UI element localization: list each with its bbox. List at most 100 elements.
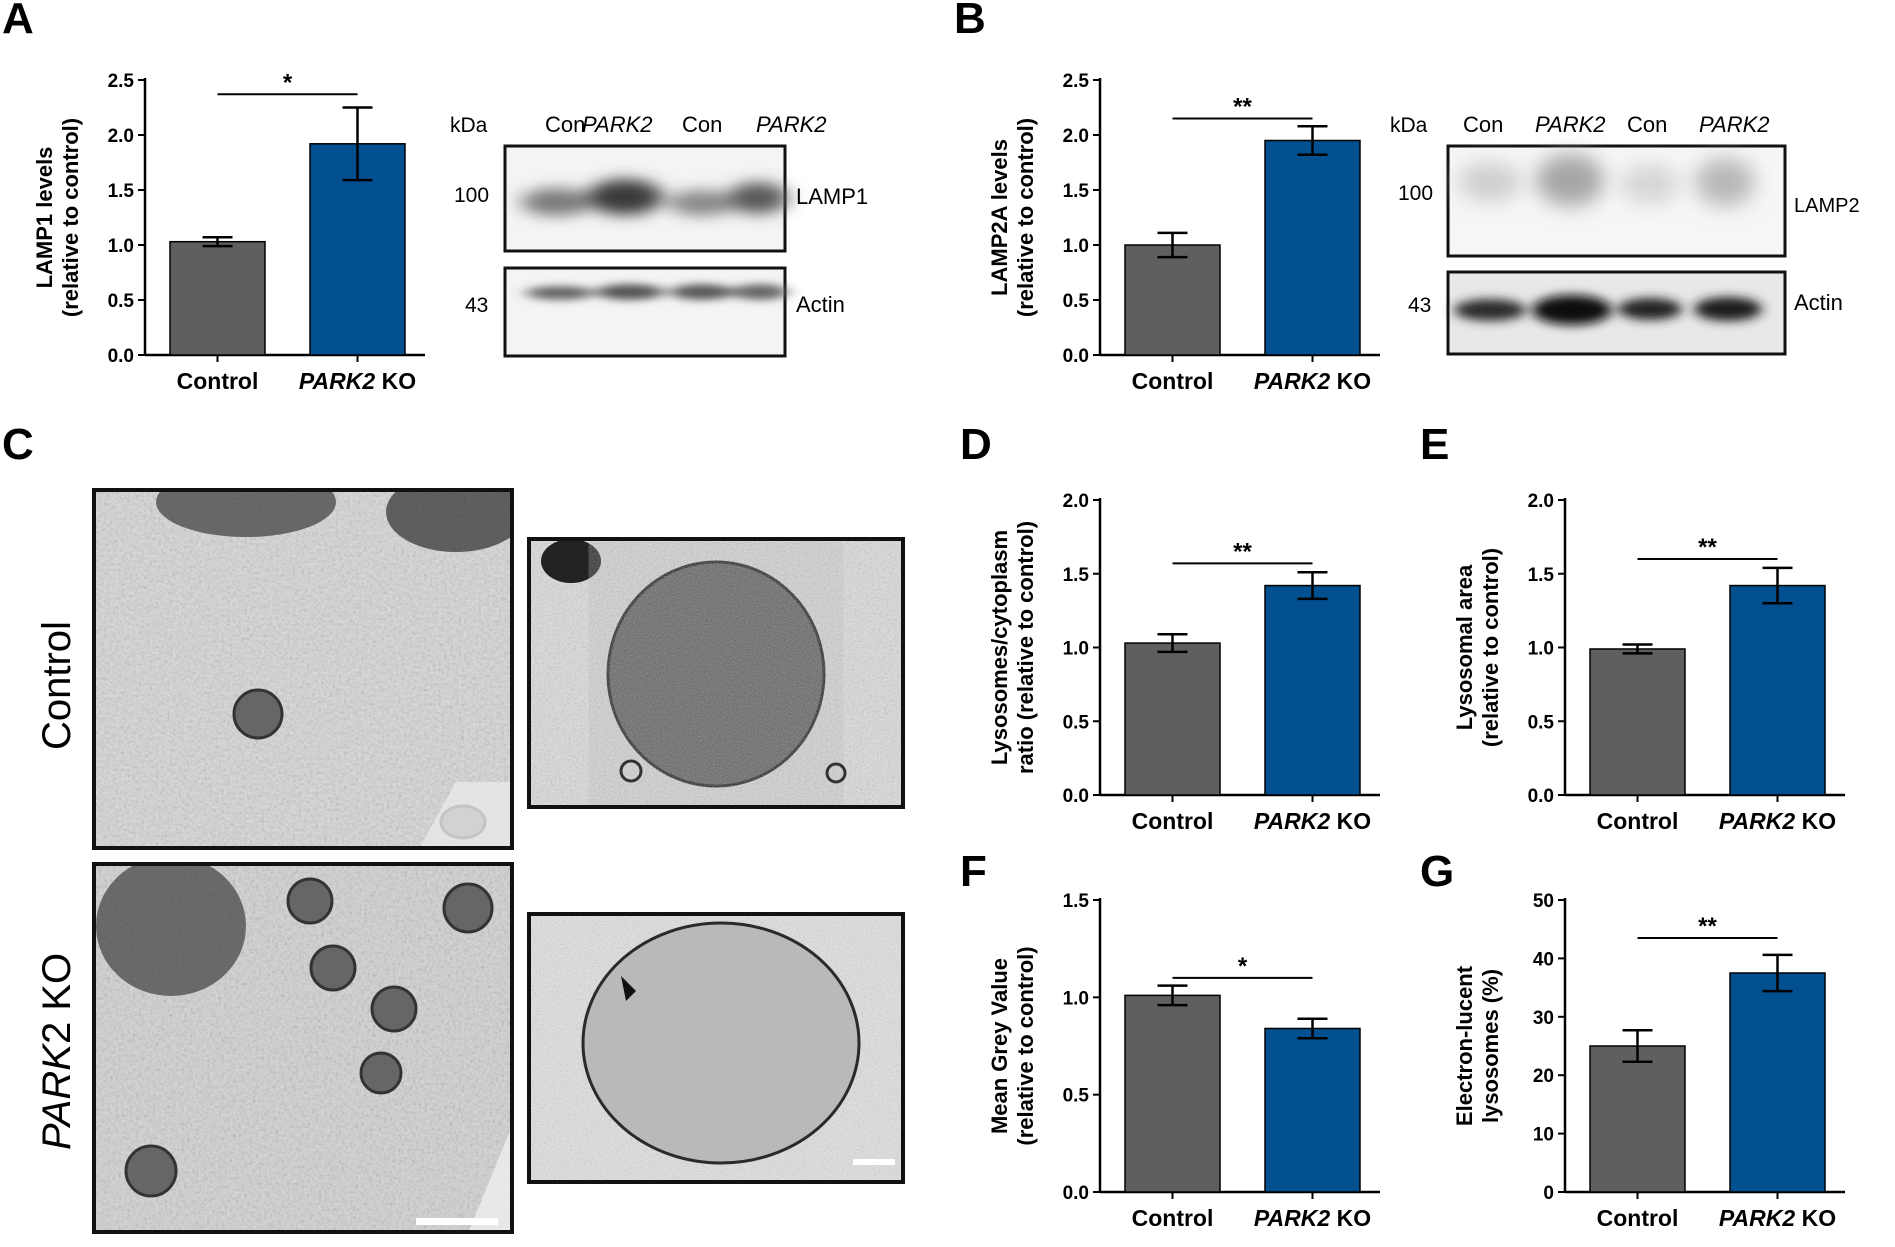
bar-control (1589, 648, 1686, 796)
y-tick-label: 1.5 (1063, 565, 1090, 586)
y-tick-label: 50 (1533, 891, 1554, 912)
blot-a-lane-2: PARK2 (582, 112, 653, 137)
blot-b-lane-3: Con (1627, 112, 1667, 137)
y-tick-label: 2.5 (108, 71, 135, 92)
blot-b-band-2-kda: 43 (1408, 294, 1431, 317)
x-tick-label: PARK2 KO (1719, 1205, 1836, 1231)
em-row-label-ko: PARK2 KO (35, 952, 79, 1150)
panel-letter-c: C (2, 420, 34, 469)
x-tick-label: Control (1597, 808, 1679, 834)
blot-a-lane-4: PARK2 (756, 112, 827, 137)
em-control-overview-image (96, 492, 510, 846)
panel-letter-e: E (1420, 420, 1450, 469)
bar-control (1589, 1045, 1686, 1193)
blot-a-lane-3: Con (682, 112, 722, 137)
blot-b-lane-1: Con (1463, 112, 1503, 137)
y-tick-label: 1.0 (108, 236, 134, 257)
y-axis-label: (relative to control) (58, 118, 83, 317)
x-tick-label: Control (1132, 368, 1214, 394)
y-axis-label: Lysosomes/cytoplasm (987, 530, 1012, 765)
x-tick-label: PARK2 KO (1254, 808, 1371, 834)
y-axis-label: (relative to control) (1013, 118, 1038, 317)
bar-control (1124, 244, 1221, 356)
y-tick-label: 1.5 (1063, 891, 1090, 912)
y-tick-label: 2.5 (1063, 71, 1090, 92)
bar-chart-f: Mean Grey Value (relative to control) 0.0 0… (987, 891, 1380, 1231)
y-tick-label: 1.5 (1063, 181, 1090, 202)
blot-b-band-1-kda: 100 (1398, 182, 1433, 205)
y-axis-label: LAMP1 levels (32, 147, 57, 289)
em-control-zoom (527, 537, 905, 809)
panel-letter-f: F (960, 847, 987, 896)
x-tick-label: PARK2 KO (1254, 368, 1371, 394)
em-ko-zoom (527, 912, 905, 1184)
y-axis-label: lysosomes (%) (1478, 969, 1503, 1123)
significance-marker: ** (1233, 94, 1252, 121)
blot-a-band-2-name: Actin (796, 292, 845, 317)
em-control-zoom-image (531, 541, 901, 805)
bar-ko (1264, 584, 1361, 796)
y-axis-label: LAMP2A levels (987, 139, 1012, 296)
y-tick-label: 2.0 (1063, 126, 1089, 147)
bar-control (1124, 994, 1221, 1193)
bar-ko (1729, 584, 1826, 796)
blot-a-lane-1: Con (545, 112, 585, 137)
y-tick-label: 0.5 (1528, 712, 1555, 733)
y-tick-label: 2.0 (1063, 491, 1089, 512)
y-tick-label: 1.5 (1528, 565, 1555, 586)
em-row-label-control: Control (35, 621, 79, 750)
y-tick-label: 1.0 (1528, 639, 1554, 660)
em-ko-zoom-image (531, 916, 901, 1180)
y-axis-label: Electron-lucent (1452, 965, 1477, 1126)
x-tick-label: Control (1597, 1205, 1679, 1231)
x-tick-label: Control (177, 368, 259, 394)
panel-letter-d: D (960, 420, 992, 469)
y-tick-label: 0.5 (1063, 291, 1090, 312)
significance-marker: * (283, 69, 293, 96)
bar-ko (1729, 972, 1826, 1193)
significance-marker: ** (1698, 913, 1717, 940)
y-tick-label: 0 (1543, 1183, 1554, 1204)
bar-chart-d: Lysosomes/cytoplasm ratio (relative to co… (987, 491, 1380, 834)
blot-b-band-1-name: LAMP2A (1794, 195, 1860, 217)
scale-bar (853, 1159, 895, 1165)
bar-control (1124, 642, 1221, 796)
y-tick-label: 30 (1533, 1008, 1554, 1029)
y-axis-label: Lysosomal area (1452, 564, 1477, 730)
y-tick-label: 1.0 (1063, 988, 1089, 1009)
y-tick-label: 1.5 (108, 181, 135, 202)
y-tick-label: 40 (1533, 949, 1554, 970)
x-tick-label: Control (1132, 808, 1214, 834)
y-axis-label: (relative to control) (1478, 548, 1503, 747)
blot-a-kda-label: kDa (450, 114, 488, 137)
y-tick-label: 2.0 (108, 126, 134, 147)
blot-b-band-2-name: Actin (1794, 290, 1843, 315)
blot-a-band-1-name: LAMP1 (796, 184, 868, 209)
x-tick-label: PARK2 KO (299, 368, 416, 394)
significance-marker: ** (1233, 538, 1252, 565)
y-tick-label: 0.5 (1063, 1086, 1090, 1107)
y-axis-label: (relative to control) (1013, 946, 1038, 1145)
y-tick-label: 0.0 (1063, 1183, 1089, 1204)
bar-control (169, 240, 266, 356)
western-blot-b: kDa Con PARK2 Con PARK2 100 LAMP2A 43 Ac… (1390, 112, 1860, 356)
blot-a-band-1-kda: 100 (454, 184, 489, 207)
x-tick-label: PARK2 KO (1254, 1205, 1371, 1231)
bar-chart-b: LAMP2A levels (relative to control) 0.0 0.5… (987, 71, 1380, 394)
significance-marker: ** (1698, 534, 1717, 561)
y-tick-label: 1.0 (1063, 639, 1089, 660)
y-tick-label: 0.5 (108, 291, 135, 312)
em-ko-overview (92, 862, 514, 1234)
bar-chart-g: Electron-lucent lysosomes (%) 0 10 20 30 40 50 C… (1452, 891, 1845, 1231)
bar-ko (1264, 1027, 1361, 1193)
x-tick-label: PARK2 KO (1719, 808, 1836, 834)
y-tick-label: 0.5 (1063, 712, 1090, 733)
y-tick-label: 0.0 (1063, 786, 1089, 807)
panel-letter-b: B (954, 0, 986, 43)
panel-letter-a: A (2, 0, 34, 43)
y-tick-label: 10 (1533, 1125, 1554, 1146)
y-tick-label: 0.0 (108, 346, 134, 367)
blot-b-lane-4: PARK2 (1699, 112, 1770, 137)
bar-ko (1264, 139, 1361, 356)
panel-letter-g: G (1420, 847, 1455, 896)
